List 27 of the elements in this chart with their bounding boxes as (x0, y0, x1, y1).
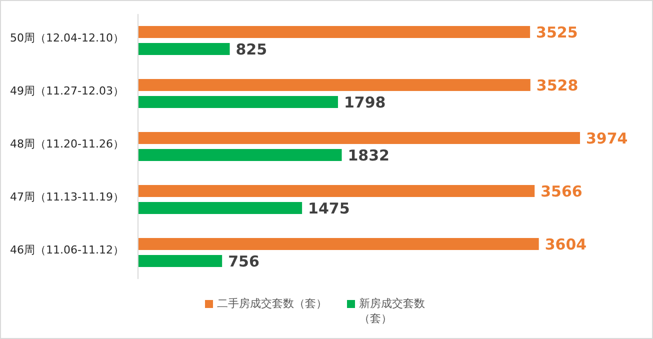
data-label: 3528 (536, 76, 578, 94)
data-label: 3974 (586, 129, 628, 148)
y-tick-label: 49周（11.27-12.03） (10, 84, 124, 98)
data-label: 1475 (308, 199, 350, 218)
bar (138, 43, 230, 55)
bar (138, 185, 535, 197)
bar (138, 96, 338, 108)
bar (138, 255, 222, 267)
bar (138, 26, 530, 38)
y-tick-label: 48周（11.20-11.26） (10, 137, 124, 150)
y-tick-label: 47周（11.13-11.19） (10, 190, 124, 204)
data-label: 3525 (536, 23, 578, 42)
data-label: 1798 (344, 93, 386, 112)
bar (138, 79, 530, 91)
legend-label: 新房成交套数（套） (359, 296, 426, 326)
y-tick-label: 50周（12.04-12.10） (10, 31, 124, 44)
bar (138, 202, 302, 214)
bar (138, 132, 580, 144)
data-label: 1832 (348, 146, 390, 164)
legend-label: 二手房成交套数（套） (217, 296, 327, 311)
bar (138, 238, 539, 250)
data-label: 3566 (540, 182, 582, 200)
y-tick-label: 46周（11.06-11.12） (10, 243, 124, 256)
data-label: 756 (228, 252, 260, 270)
data-label: 825 (236, 40, 268, 58)
data-label: 3604 (544, 235, 587, 254)
bar (138, 149, 342, 161)
